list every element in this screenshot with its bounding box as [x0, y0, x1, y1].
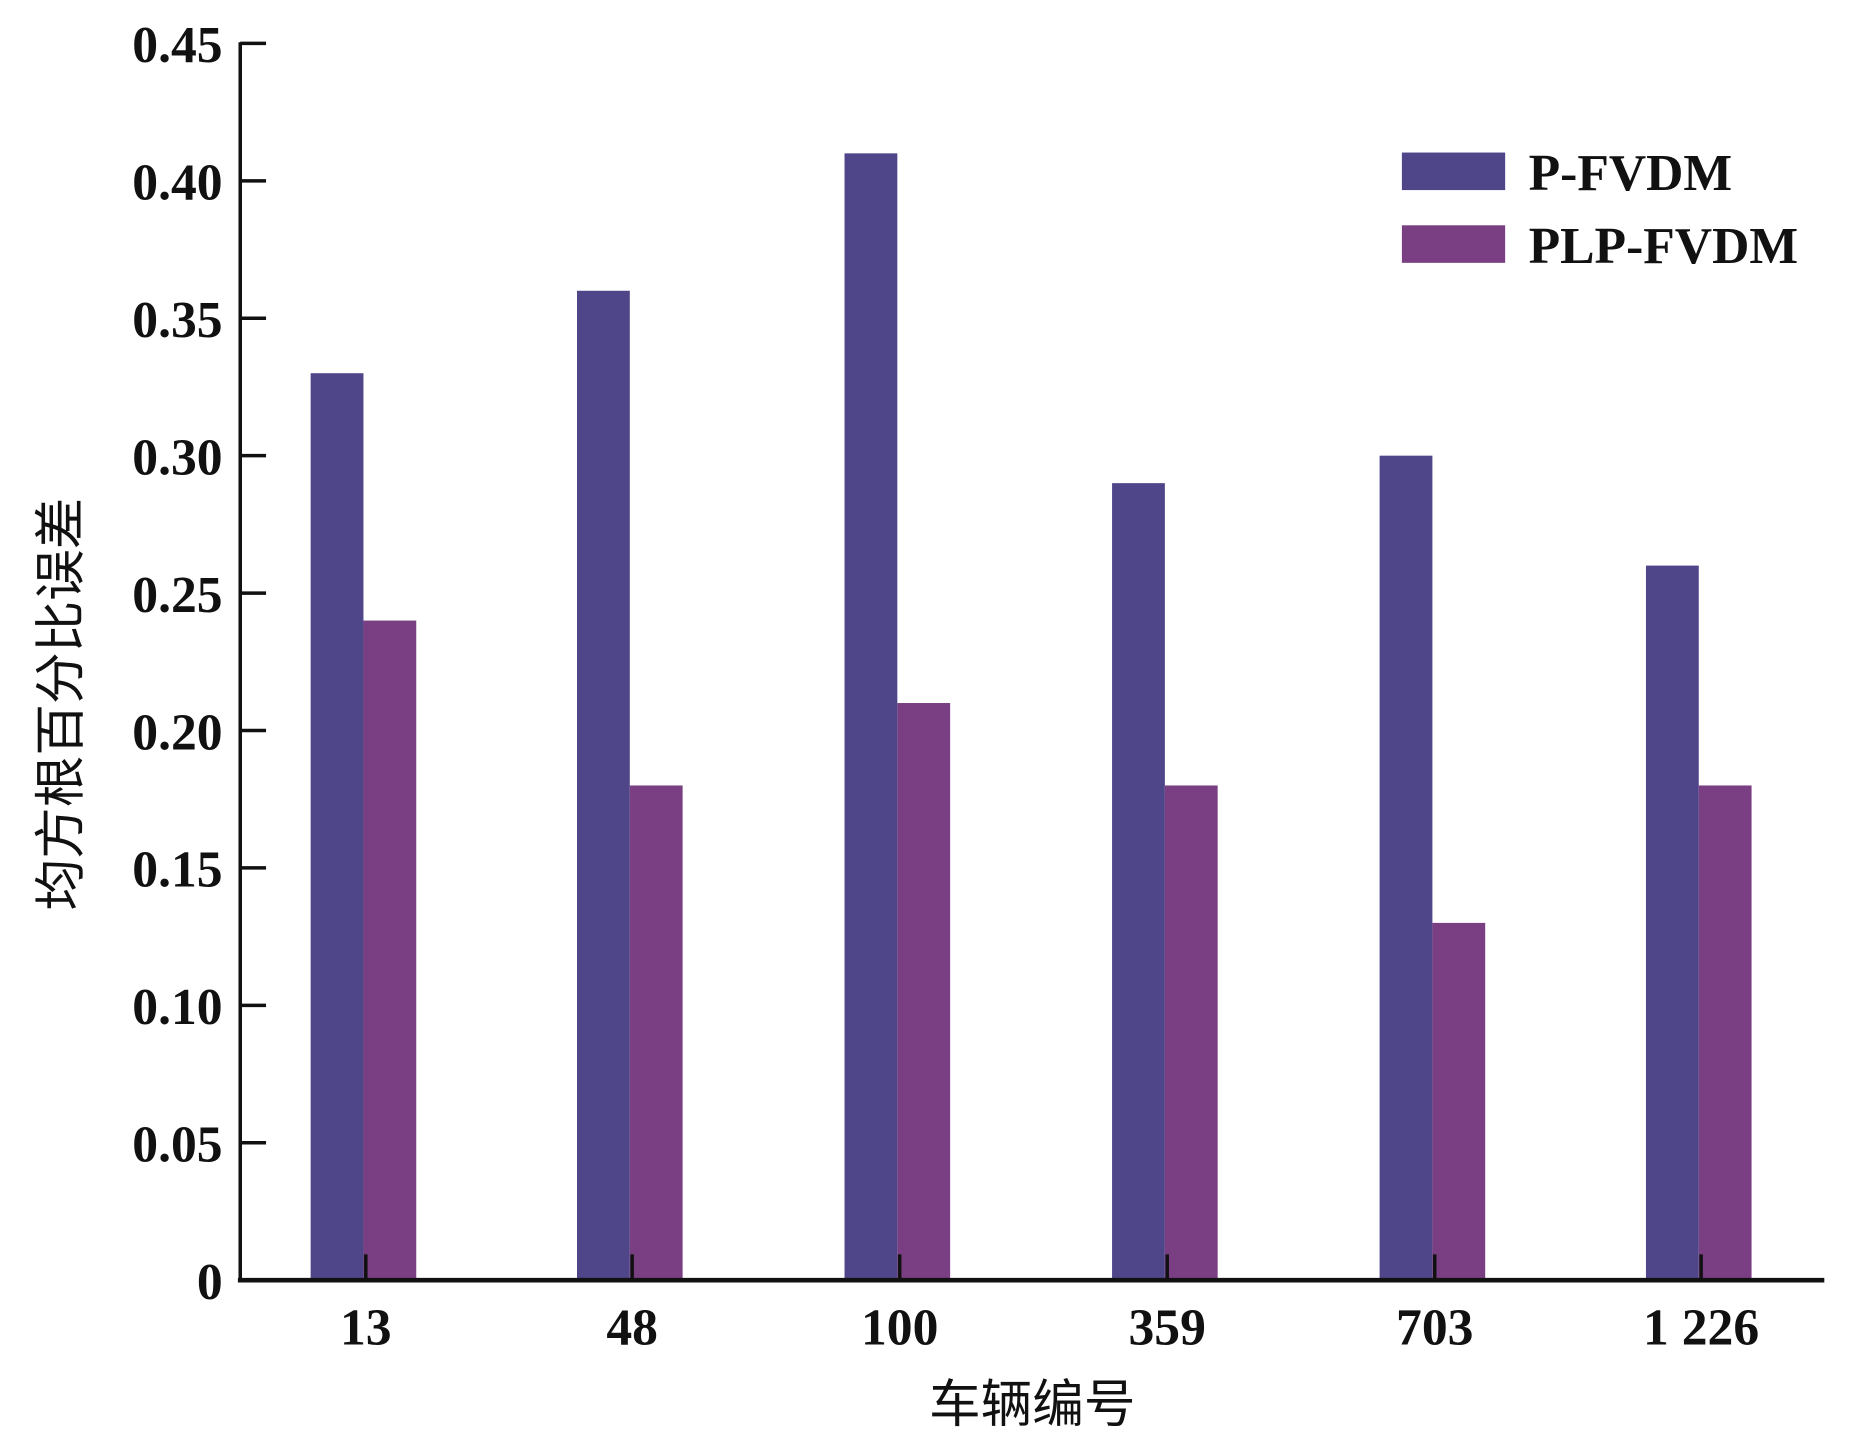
bar-plp-fvdm-1226 — [1698, 785, 1752, 1281]
y-tick-label: 0.25 — [132, 567, 222, 624]
y-tick-label: 0.10 — [132, 979, 222, 1036]
bar-p-fvdm-703 — [1379, 455, 1433, 1281]
legend-swatch — [1401, 225, 1506, 263]
y-tick-label: 0.20 — [132, 704, 222, 761]
x-tick-label: 100 — [861, 1300, 938, 1357]
x-tick-label: 48 — [606, 1300, 658, 1357]
legend: P-FVDM PLP-FVDM — [1401, 145, 1798, 275]
y-tick-label: 0.40 — [132, 155, 222, 212]
x-tick-label: 703 — [1396, 1300, 1473, 1357]
x-tick-label: 1 226 — [1643, 1300, 1759, 1357]
bar-p-fvdm-100 — [844, 153, 898, 1281]
bar-plp-fvdm-100 — [897, 703, 951, 1281]
legend-swatch — [1401, 152, 1506, 191]
bar-plp-fvdm-703 — [1432, 922, 1486, 1281]
bar-plp-fvdm-359 — [1164, 785, 1218, 1281]
legend-label: P-FVDM — [1529, 145, 1733, 202]
bar-p-fvdm-13 — [310, 373, 364, 1281]
bar-p-fvdm-359 — [1112, 483, 1165, 1281]
x-tick-label: 13 — [340, 1300, 392, 1357]
x-tick-label: 359 — [1129, 1300, 1206, 1357]
y-tick-label: 0.35 — [132, 292, 222, 349]
bar-plp-fvdm-13 — [363, 620, 417, 1281]
y-tick-label: 0.45 — [132, 17, 222, 74]
y-tick-label: 0 — [197, 1254, 223, 1311]
y-tick-label: 0.15 — [132, 842, 222, 899]
y-axis-label: 均方根百分比误差 — [31, 498, 91, 911]
bar-p-fvdm-1226 — [1645, 565, 1699, 1281]
bar-p-fvdm-48 — [577, 290, 630, 1281]
x-axis-label: 车辆编号 — [929, 1375, 1135, 1435]
y-tick-label: 0.30 — [132, 429, 222, 486]
y-tick-label: 0.05 — [132, 1117, 222, 1174]
bar-plp-fvdm-48 — [629, 785, 683, 1281]
legend-label: PLP-FVDM — [1529, 218, 1798, 275]
